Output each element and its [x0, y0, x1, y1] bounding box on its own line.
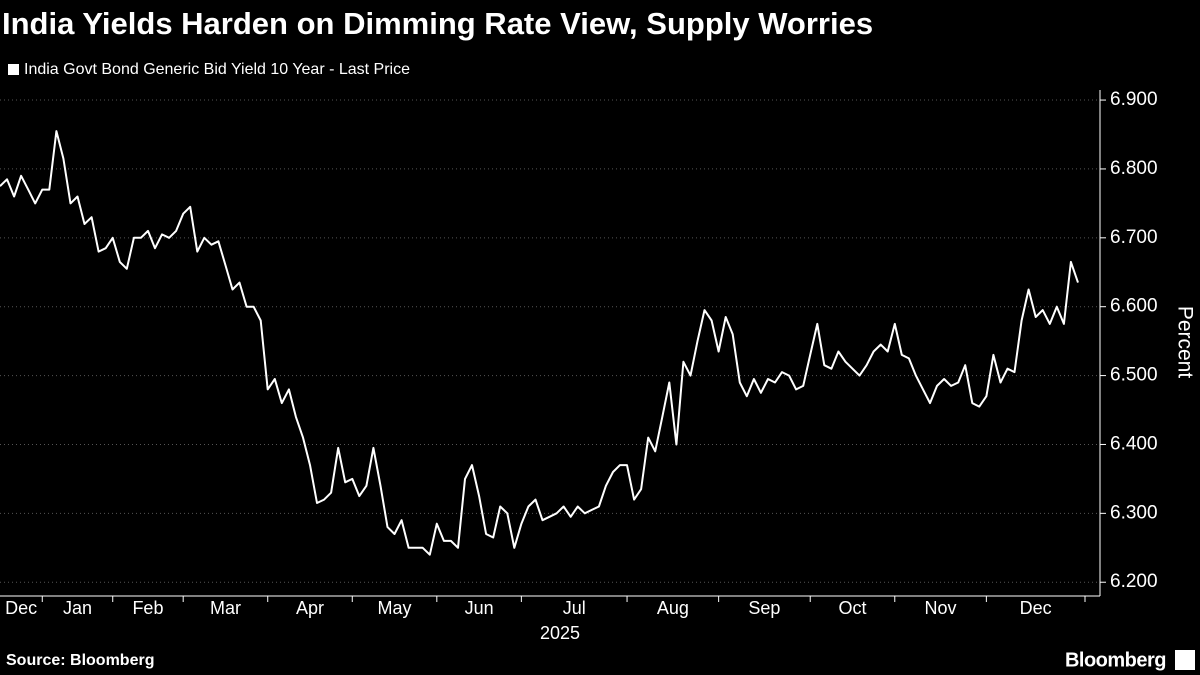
x-tick-label: Apr: [296, 598, 324, 618]
x-tick-label: Jun: [465, 598, 494, 618]
y-tick-label: 6.900: [1110, 89, 1158, 110]
x-tick-label: Dec: [5, 598, 37, 618]
y-tick-label: 6.200: [1110, 571, 1158, 592]
x-tick-label: Nov: [925, 598, 957, 618]
x-tick-label: Jul: [563, 598, 586, 618]
legend-swatch: [8, 64, 19, 75]
y-tick-label: 6.400: [1110, 433, 1158, 454]
x-tick-label: Oct: [838, 598, 866, 618]
brand-icon: [1175, 650, 1195, 670]
legend-label: India Govt Bond Generic Bid Yield 10 Yea…: [24, 61, 410, 78]
x-tick-label: Sep: [748, 598, 780, 618]
brand: Bloomberg: [1065, 649, 1166, 671]
x-tick-label: Aug: [657, 598, 689, 618]
y-tick-label: 6.500: [1110, 365, 1158, 386]
x-tick-label: Dec: [1020, 598, 1052, 618]
x-tick-label: Feb: [132, 598, 163, 618]
y-tick-label: 6.700: [1110, 227, 1158, 248]
y-axis-label: Percent: [1173, 306, 1196, 379]
y-tick-label: 6.800: [1110, 158, 1158, 179]
source: Source: Bloomberg: [6, 652, 154, 669]
x-group-label: 2025: [540, 623, 580, 643]
y-tick-label: 6.600: [1110, 296, 1158, 317]
x-tick-label: May: [378, 598, 412, 618]
chart-title: India Yields Harden on Dimming Rate View…: [2, 6, 873, 41]
y-tick-label: 6.300: [1110, 502, 1158, 523]
x-tick-label: Mar: [210, 598, 241, 618]
line-series: [0, 130, 1079, 556]
x-tick-label: Jan: [63, 598, 92, 618]
